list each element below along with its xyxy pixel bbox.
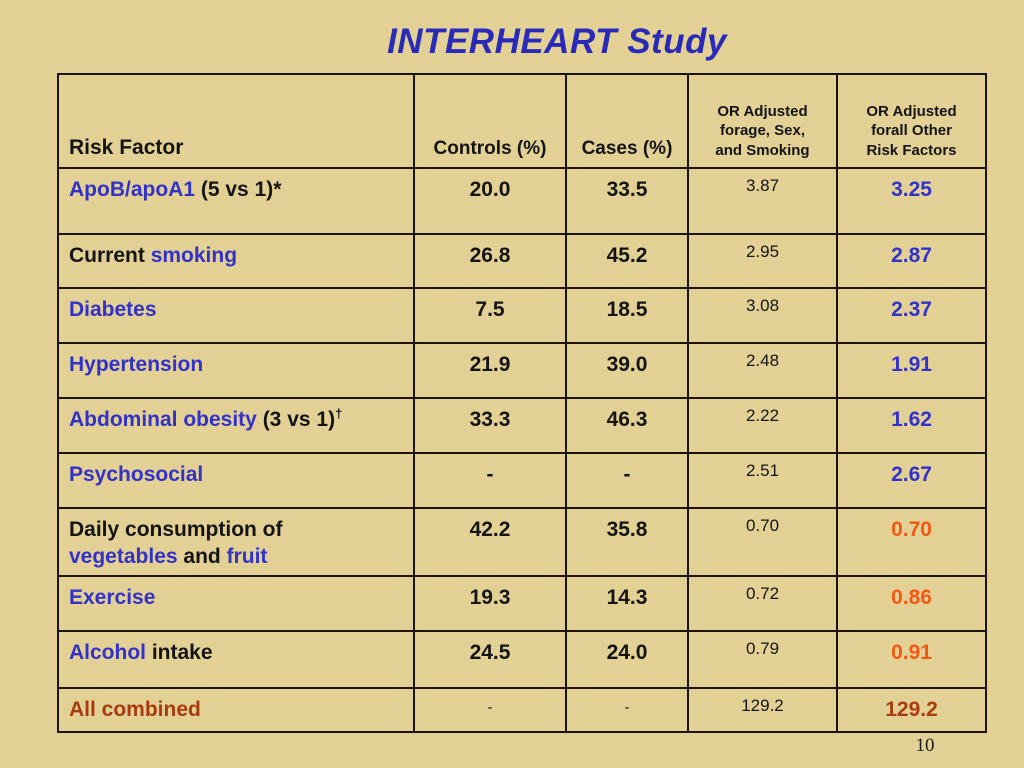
controls-value-cell: 19.3	[413, 575, 567, 632]
or-age-sex-smoking-cell: 0.79	[687, 630, 838, 689]
or-other-risk-factors-cell: 3.25	[836, 167, 987, 235]
risk-factor-cell: Psychosocial	[57, 452, 415, 509]
risk-factor-cell: Daily consumption of vegetables and fruit	[57, 507, 415, 577]
header-cases: Cases (%)	[565, 73, 689, 169]
or-age-sex-smoking-cell: 2.22	[687, 397, 838, 454]
risk-factor-text: †	[335, 406, 343, 421]
cases-value-cell: -	[565, 452, 689, 509]
risk-factor-text: ApoB/apoA1	[69, 178, 195, 201]
header-risk-factor: Risk Factor	[57, 73, 415, 169]
risk-factor-text: fruit	[226, 545, 268, 569]
or-age-sex-smoking-cell: 2.95	[687, 233, 838, 289]
or-age-sex-smoking-cell: 0.72	[687, 575, 838, 632]
risk-table-body: ApoB/apoA1 (5 vs 1)* 20.0 33.5 3.87 3.25 Curr…	[57, 167, 987, 733]
cases-value-cell: 18.5	[565, 287, 689, 344]
cases-value-cell: 39.0	[565, 342, 689, 399]
table-row: Current smoking 26.8 45.2 2.95 2.87	[57, 233, 987, 289]
risk-factor-text: All combined	[69, 698, 201, 721]
cases-value-cell: 24.0	[565, 630, 689, 689]
risk-factor-text: and	[177, 545, 227, 569]
slide-title: INTERHEART Study	[387, 22, 727, 61]
risk-factor-cell: ApoB/apoA1 (5 vs 1)*	[57, 167, 415, 235]
table-row: Psychosocial - -2.51 2.67	[57, 452, 987, 509]
or-other-risk-factors-cell: 0.91	[836, 630, 987, 689]
risk-factor-text: (5 vs 1)*	[195, 178, 282, 201]
controls-value-cell: -	[413, 687, 567, 733]
risk-factor-text: Abdominal obesity	[69, 408, 257, 431]
risk-factor-table: Risk Factor Controls (%) Cases (%) OR Ad…	[57, 73, 987, 733]
header-controls: Controls (%)	[413, 73, 567, 169]
controls-value-cell: -	[413, 452, 567, 509]
controls-value-cell: 33.3	[413, 397, 567, 454]
table-row: All combined - -129.2 129.2	[57, 687, 987, 733]
header-or-other-risk-factors: OR Adjusted forall Other Risk Factors	[836, 73, 987, 169]
risk-factor-text: Daily consumption of	[69, 518, 283, 541]
or-age-sex-smoking-cell: 129.2	[687, 687, 838, 733]
cases-value-cell: 46.3	[565, 397, 689, 454]
header-row: Risk Factor Controls (%) Cases (%) OR Ad…	[57, 73, 987, 169]
risk-factor-text: Alcohol	[69, 641, 146, 664]
controls-value-cell: 42.2	[413, 507, 567, 577]
header-or-age-sex-smoking: OR Adjusted forage, Sex, and Smoking	[687, 73, 838, 169]
or-age-sex-smoking-cell: 2.48	[687, 342, 838, 399]
or-other-risk-factors-cell: 129.2	[836, 687, 987, 733]
risk-factor-cell: All combined	[57, 687, 415, 733]
or-age-sex-smoking-cell: 0.70	[687, 507, 838, 577]
page-number: 10	[915, 735, 935, 756]
or-other-risk-factors-cell: 0.86	[836, 575, 987, 632]
risk-factor-text: intake	[146, 641, 213, 664]
or-other-risk-factors-cell: 2.37	[836, 287, 987, 344]
risk-factor-cell: Hypertension	[57, 342, 415, 399]
table-row: ApoB/apoA1 (5 vs 1)* 20.0 33.5 3.87 3.25	[57, 167, 987, 235]
table-row: Hypertension 21.9 39.0 2.48 1.91	[57, 342, 987, 399]
controls-value-cell: 20.0	[413, 167, 567, 235]
cases-value-cell: 33.5	[565, 167, 689, 235]
risk-factor-cell: Exercise	[57, 575, 415, 632]
cases-value-cell: -	[565, 687, 689, 733]
or-age-sex-smoking-cell: 3.87	[687, 167, 838, 235]
or-age-sex-smoking-cell: 2.51	[687, 452, 838, 509]
table-row: Alcohol intake 24.5 24.0 0.79 0.91	[57, 630, 987, 689]
controls-value-cell: 21.9	[413, 342, 567, 399]
table-row: Abdominal obesity (3 vs 1)† 33.3 46.3 2.22 1…	[57, 397, 987, 454]
risk-factor-text: Hypertension	[69, 353, 204, 376]
or-age-sex-smoking-cell: 3.08	[687, 287, 838, 344]
risk-factor-cell: Alcohol intake	[57, 630, 415, 689]
risk-factor-text: Psychosocial	[69, 463, 204, 486]
or-other-risk-factors-cell: 0.70	[836, 507, 987, 577]
risk-factor-cell: Abdominal obesity (3 vs 1)†	[57, 397, 415, 454]
or-other-risk-factors-cell: 2.67	[836, 452, 987, 509]
table-row: Exercise 19.3 14.3 0.72 0.86	[57, 575, 987, 632]
controls-value-cell: 26.8	[413, 233, 567, 289]
risk-factor-text: smoking	[150, 244, 238, 267]
risk-factor-text: Exercise	[69, 586, 156, 609]
risk-factor-text: Diabetes	[69, 298, 157, 321]
risk-factor-text: (3 vs 1)	[256, 408, 336, 431]
table-row: Diabetes 7.5 18.5 3.08 2.37	[57, 287, 987, 344]
cases-value-cell: 45.2	[565, 233, 689, 289]
or-other-risk-factors-cell: 1.62	[836, 397, 987, 454]
risk-factor-cell: Current smoking	[57, 233, 415, 289]
cases-value-cell: 14.3	[565, 575, 689, 632]
risk-factor-text: Current	[69, 244, 151, 267]
table-row: Daily consumption of vegetables and fruit…	[57, 507, 987, 577]
risk-factor-text: vegetables	[69, 545, 178, 569]
cases-value-cell: 35.8	[565, 507, 689, 577]
risk-factor-cell: Diabetes	[57, 287, 415, 344]
or-other-risk-factors-cell: 1.91	[836, 342, 987, 399]
controls-value-cell: 24.5	[413, 630, 567, 689]
or-other-risk-factors-cell: 2.87	[836, 233, 987, 289]
controls-value-cell: 7.5	[413, 287, 567, 344]
